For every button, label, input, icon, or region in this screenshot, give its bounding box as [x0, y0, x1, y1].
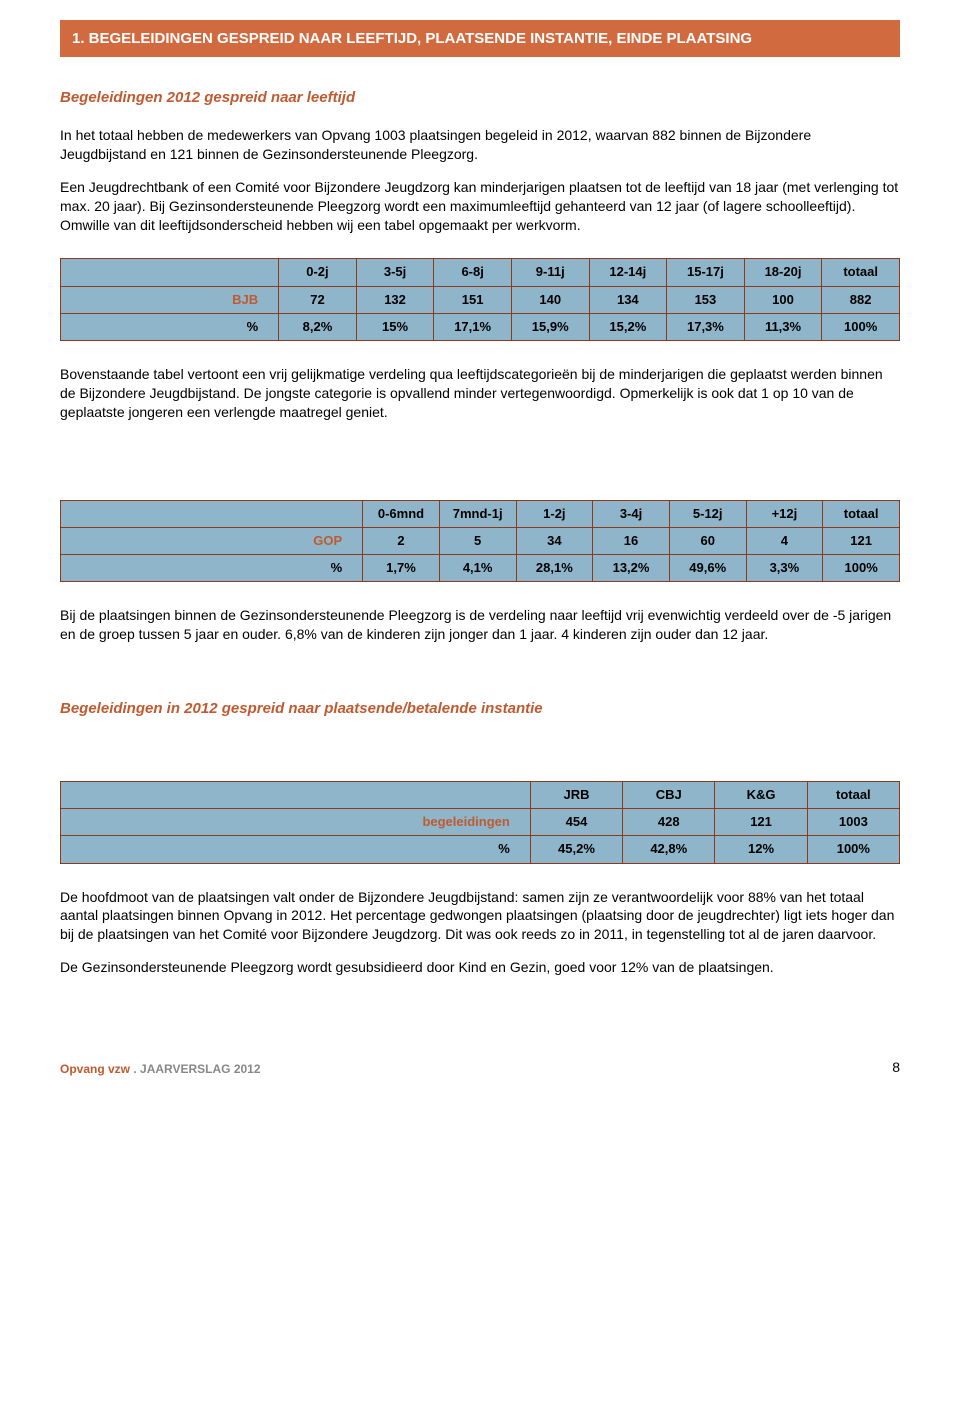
table-row-label: % [61, 836, 531, 863]
table-row-label: BJB [61, 286, 279, 313]
table-row: BJB72132151140134153100882 [61, 286, 900, 313]
table-cell: 28,1% [516, 555, 593, 582]
table-header-cell [61, 500, 363, 527]
table-header-cell: 3-5j [356, 259, 434, 286]
table-cell: 15,9% [511, 313, 589, 340]
table-cell: 8,2% [279, 313, 357, 340]
table-header-cell: totaal [823, 500, 900, 527]
table-cell: 1,7% [363, 555, 440, 582]
table-cell: 882 [822, 286, 900, 313]
table-cell: 132 [356, 286, 434, 313]
table-cell: 13,2% [593, 555, 670, 582]
table-cell: 1003 [807, 809, 899, 836]
table-header-cell: 6-8j [434, 259, 512, 286]
table-cell: 100 [744, 286, 822, 313]
section1-para1: In het totaal hebben de medewerkers van … [60, 126, 900, 164]
table-cell: 11,3% [744, 313, 822, 340]
table-gop: 0-6mnd7mnd-1j1-2j3-4j5-12j+12jtotaalGOP2… [60, 500, 900, 583]
table-header-cell: 15-17j [667, 259, 745, 286]
table-cell: 17,1% [434, 313, 512, 340]
table-cell: 34 [516, 527, 593, 554]
section2-title: Begeleidingen in 2012 gespreid naar plaa… [60, 698, 900, 719]
table-header-cell: totaal [822, 259, 900, 286]
table-header-cell: 5-12j [669, 500, 746, 527]
table-header-cell: JRB [530, 782, 622, 809]
table-cell: 454 [530, 809, 622, 836]
table-cell: 3,3% [746, 555, 823, 582]
table-cell: 100% [822, 313, 900, 340]
table-cell: 121 [823, 527, 900, 554]
table-cell: 428 [623, 809, 715, 836]
table-row: %8,2%15%17,1%15,9%15,2%17,3%11,3%100% [61, 313, 900, 340]
table-header-cell: 7mnd-1j [439, 500, 516, 527]
table-cell: 49,6% [669, 555, 746, 582]
table-cell: 72 [279, 286, 357, 313]
table-header-cell: 18-20j [744, 259, 822, 286]
table-cell: 151 [434, 286, 512, 313]
table-cell: 42,8% [623, 836, 715, 863]
table-row: begeleidingen4544281211003 [61, 809, 900, 836]
table-header-cell: CBJ [623, 782, 715, 809]
table-header-cell: totaal [807, 782, 899, 809]
footer-report: JAARVERSLAG 2012 [140, 1062, 261, 1076]
section1b-para: Bovenstaande tabel vertoont een vrij gel… [60, 365, 900, 422]
table-cell: 4 [746, 527, 823, 554]
footer-page: 8 [892, 1058, 900, 1078]
table-header-cell: 3-4j [593, 500, 670, 527]
footer-dot: . [130, 1062, 140, 1076]
table-cell: 15% [356, 313, 434, 340]
table-bjb: 0-2j3-5j6-8j9-11j12-14j15-17j18-20jtotaa… [60, 258, 900, 341]
table-header-cell: 12-14j [589, 259, 667, 286]
table-cell: 2 [363, 527, 440, 554]
section1c-para: Bij de plaatsingen binnen de Gezinsonder… [60, 606, 900, 644]
page-header-bar: 1. BEGELEIDINGEN GESPREID NAAR LEEFTIJD,… [60, 20, 900, 57]
table-cell: 140 [511, 286, 589, 313]
table-cell: 45,2% [530, 836, 622, 863]
section2b-para1: De hoofdmoot van de plaatsingen valt ond… [60, 888, 900, 945]
section1-para3: Omwille van dit leeftijdsonderscheid heb… [60, 216, 900, 235]
table-header-cell: +12j [746, 500, 823, 527]
table-instantie: JRBCBJK&Gtotaalbegeleidingen454428121100… [60, 781, 900, 864]
table-cell: 4,1% [439, 555, 516, 582]
table-cell: 60 [669, 527, 746, 554]
table-cell: 15,2% [589, 313, 667, 340]
section2b-para2: De Gezinsondersteunende Pleegzorg wordt … [60, 958, 900, 977]
table-row-label: GOP [61, 527, 363, 554]
table-cell: 17,3% [667, 313, 745, 340]
table-header-cell [61, 782, 531, 809]
table-header-cell [61, 259, 279, 286]
footer-org: Opvang vzw [60, 1062, 130, 1076]
section1-title: Begeleidingen 2012 gespreid naar leeftij… [60, 87, 900, 108]
table-row-label: begeleidingen [61, 809, 531, 836]
section1-para2: Een Jeugdrechtbank of een Comité voor Bi… [60, 178, 900, 216]
footer-left: Opvang vzw . JAARVERSLAG 2012 [60, 1061, 261, 1078]
table-header-cell: 0-6mnd [363, 500, 440, 527]
table-cell: 12% [715, 836, 807, 863]
table-cell: 121 [715, 809, 807, 836]
table-cell: 100% [823, 555, 900, 582]
table-row: GOP253416604121 [61, 527, 900, 554]
table-cell: 5 [439, 527, 516, 554]
page-footer: Opvang vzw . JAARVERSLAG 2012 8 [60, 1057, 900, 1078]
table-header-cell: 9-11j [511, 259, 589, 286]
table-cell: 100% [807, 836, 899, 863]
table-header-cell: K&G [715, 782, 807, 809]
table-row-label: % [61, 555, 363, 582]
page-header-title: 1. BEGELEIDINGEN GESPREID NAAR LEEFTIJD,… [72, 30, 752, 47]
table-row: %1,7%4,1%28,1%13,2%49,6%3,3%100% [61, 555, 900, 582]
table-row-label: % [61, 313, 279, 340]
table-header-cell: 0-2j [279, 259, 357, 286]
table-row: %45,2%42,8%12%100% [61, 836, 900, 863]
table-cell: 153 [667, 286, 745, 313]
table-cell: 134 [589, 286, 667, 313]
table-cell: 16 [593, 527, 670, 554]
table-header-cell: 1-2j [516, 500, 593, 527]
